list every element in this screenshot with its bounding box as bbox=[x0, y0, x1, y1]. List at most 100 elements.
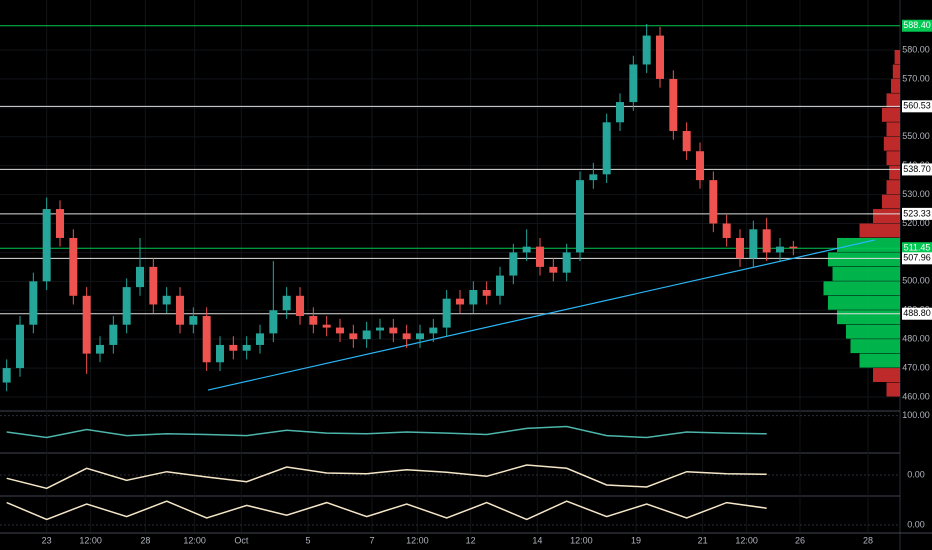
candle-body bbox=[482, 290, 491, 296]
x-tick-label: 28 bbox=[863, 535, 873, 545]
volume-profile-bar bbox=[883, 136, 900, 151]
x-tick-label: 28 bbox=[140, 535, 150, 545]
x-tick-label: 21 bbox=[698, 535, 708, 545]
y-tick-label: 480.00 bbox=[902, 334, 930, 344]
candle-body bbox=[176, 295, 184, 325]
y-tick-label: 500.00 bbox=[902, 276, 930, 286]
price-level-label: 511.45 bbox=[904, 243, 931, 253]
candle-body bbox=[682, 130, 691, 152]
price-level-label: 538.70 bbox=[903, 164, 931, 174]
candle-body bbox=[562, 252, 571, 273]
candle-body bbox=[69, 237, 78, 296]
price-level-label: 488.80 bbox=[903, 308, 931, 318]
price-level-label: 588.40 bbox=[903, 20, 931, 30]
candle-body bbox=[442, 298, 451, 328]
price-level-tag bbox=[902, 100, 932, 113]
panel-line bbox=[6, 500, 767, 521]
price-level-tag bbox=[902, 252, 932, 265]
volume-profile-bar bbox=[859, 353, 900, 368]
candle-body bbox=[122, 287, 131, 325]
candle-body bbox=[202, 316, 211, 363]
candle-body bbox=[2, 368, 11, 383]
candle-body bbox=[149, 266, 158, 305]
x-tick-label: Oct bbox=[234, 535, 249, 545]
x-tick-label: 7 bbox=[369, 535, 374, 545]
candle-body bbox=[322, 324, 331, 328]
panel-tick-label: 0.00 bbox=[907, 469, 925, 479]
y-tick-label: 570.00 bbox=[902, 73, 930, 83]
candle-body bbox=[722, 223, 731, 238]
volume-profile-bar bbox=[886, 122, 900, 137]
candle-body bbox=[242, 344, 251, 351]
panel-line bbox=[6, 425, 767, 439]
candle-body bbox=[576, 180, 584, 253]
volume-profile-bar bbox=[886, 382, 900, 397]
candle-body bbox=[762, 229, 771, 253]
volume-profile-bar bbox=[837, 310, 900, 325]
x-tick-label: 14 bbox=[532, 535, 542, 545]
volume-profile-bar bbox=[828, 252, 900, 267]
volume-profile-bar bbox=[886, 93, 900, 108]
candle-body bbox=[402, 333, 411, 340]
candle-body bbox=[16, 324, 24, 369]
x-tick-label: 12:00 bbox=[570, 535, 593, 545]
x-tick-label: 12 bbox=[466, 535, 476, 545]
candle-body bbox=[389, 327, 398, 334]
candle-body bbox=[616, 102, 624, 123]
candle-body bbox=[42, 209, 51, 282]
price-level-tag bbox=[902, 207, 932, 220]
candle-body bbox=[696, 151, 704, 181]
candle-body bbox=[589, 174, 598, 181]
candle-body bbox=[669, 78, 678, 131]
candle-body bbox=[509, 252, 518, 276]
candle-body bbox=[162, 295, 171, 305]
price-level-label: 507.96 bbox=[903, 253, 931, 263]
volume-profile-bar bbox=[886, 180, 900, 195]
y-tick-label: 550.00 bbox=[902, 131, 930, 141]
volume-profile-bar bbox=[889, 165, 900, 180]
candle-body bbox=[429, 327, 438, 334]
candle-body bbox=[282, 295, 291, 311]
x-tick-label: 23 bbox=[42, 535, 52, 545]
x-tick-label: 12:00 bbox=[406, 535, 429, 545]
volume-profile-bar bbox=[832, 266, 900, 281]
volume-profile-bar bbox=[891, 78, 900, 93]
panel-tick-label: 100.00 bbox=[902, 410, 930, 420]
candle-body bbox=[536, 246, 544, 267]
volume-profile-bar bbox=[882, 107, 900, 122]
y-tick-label: 460.00 bbox=[902, 391, 930, 401]
candle-body bbox=[736, 237, 744, 259]
candle-body bbox=[789, 246, 798, 249]
volume-profile-bar bbox=[823, 281, 900, 296]
candle-body bbox=[56, 209, 64, 238]
candle-body bbox=[336, 327, 344, 334]
x-tick-label: 12:00 bbox=[735, 535, 758, 545]
volume-profile-bar bbox=[894, 50, 900, 64]
x-tick-label: 19 bbox=[631, 535, 641, 545]
y-tick-label: 530.00 bbox=[902, 189, 930, 199]
candle-body bbox=[456, 298, 464, 305]
volume-profile-bar bbox=[892, 64, 900, 79]
y-tick-label: 580.00 bbox=[902, 44, 930, 54]
price-level-tag bbox=[902, 163, 932, 176]
candle-body bbox=[296, 295, 304, 317]
candle-body bbox=[362, 330, 371, 340]
candle-body bbox=[109, 324, 118, 345]
candle-body bbox=[29, 281, 38, 325]
candle-body bbox=[82, 295, 91, 354]
candle-body bbox=[709, 180, 718, 224]
candle-body bbox=[776, 246, 784, 253]
candle-body bbox=[522, 246, 531, 253]
price-level-label: 560.53 bbox=[903, 101, 931, 111]
volume-profile-bar bbox=[828, 295, 900, 310]
candle-body bbox=[256, 333, 264, 345]
price-level-label: 523.33 bbox=[903, 208, 931, 218]
candle-body bbox=[469, 290, 478, 305]
candle-body bbox=[496, 275, 504, 296]
x-tick-label: 5 bbox=[305, 535, 310, 545]
candle-body bbox=[229, 344, 238, 351]
volume-profile-bar bbox=[846, 324, 900, 339]
candle-body bbox=[656, 35, 664, 79]
candle-body bbox=[269, 310, 278, 334]
